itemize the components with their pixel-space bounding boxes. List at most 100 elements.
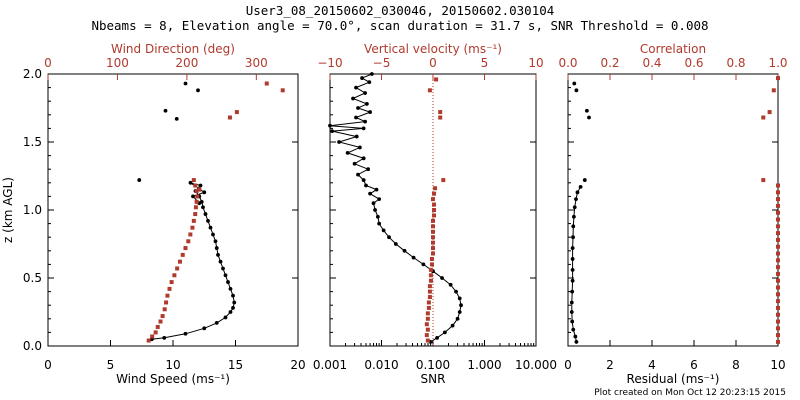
data-point-wind-0-16 xyxy=(214,246,219,250)
data-point-vertical-1-4 xyxy=(425,316,430,321)
data-point-wind-2-21 xyxy=(193,205,198,210)
data-point-residual-2-10 xyxy=(776,271,780,276)
data-point-vertical-0-41 xyxy=(356,106,360,110)
x-tick-label-vertical: 0.100 xyxy=(416,358,450,372)
data-point-vertical-0-43 xyxy=(351,96,355,101)
data-point-residual-2-6 xyxy=(776,299,780,304)
data-point-wind-0-14 xyxy=(218,259,223,264)
data-point-vertical-0-34 xyxy=(354,134,359,139)
data-point-residual-2-1 xyxy=(776,333,780,338)
data-point-wind-2-16 xyxy=(186,239,191,244)
data-point-wind-0-2 xyxy=(183,331,188,336)
data-point-vertical-0-10 xyxy=(440,276,444,280)
data-point-residual-2-4 xyxy=(776,312,780,317)
x-tick-label-wind: 15 xyxy=(228,358,243,372)
data-point-wind-2-31 xyxy=(280,88,285,93)
data-point-vertical-1-26 xyxy=(431,197,435,202)
data-point-residual-2-12 xyxy=(776,258,780,263)
data-point-residual-2-16 xyxy=(776,231,780,236)
data-point-residual-0-10 xyxy=(570,246,575,250)
data-point-vertical-0-22 xyxy=(377,197,382,202)
data-point-wind-1-1 xyxy=(196,88,200,93)
data-point-wind-0-12 xyxy=(223,273,228,278)
data-point-vertical-0-38 xyxy=(363,119,367,124)
data-point-vertical-0-3 xyxy=(450,323,455,328)
data-point-vertical-1-25 xyxy=(432,202,437,207)
x-tick-label-residual: 2 xyxy=(606,358,614,372)
top-x-axis-label-vertical: Vertical velocity (ms⁻¹) xyxy=(364,42,502,56)
data-point-vertical-1-13 xyxy=(428,267,433,272)
data-point-vertical-0-6 xyxy=(459,303,463,308)
data-point-vertical-0-30 xyxy=(361,156,366,161)
data-point-residual-2-3 xyxy=(776,319,780,324)
data-point-wind-2-14 xyxy=(180,252,185,257)
x-tick-label-residual: 8 xyxy=(732,358,740,372)
data-point-wind-2-1 xyxy=(150,334,155,339)
plot-created-note: Plot created on Mon Oct 12 20:23:15 2015 xyxy=(594,388,786,398)
data-point-vertical-1-12 xyxy=(428,273,433,278)
data-point-wind-0-3 xyxy=(202,326,207,331)
data-point-vertical-1-17 xyxy=(431,246,435,251)
data-point-vertical-0-25 xyxy=(364,183,368,188)
data-point-vertical-0-14 xyxy=(402,248,407,253)
data-point-vertical-1-22 xyxy=(431,218,435,223)
x-tick-label-wind: 20 xyxy=(290,358,305,372)
data-point-vertical-1-32 xyxy=(427,88,432,93)
top-x-tick-label-residual: 0.8 xyxy=(726,56,745,70)
data-point-wind-2-4 xyxy=(158,319,163,324)
data-point-wind-1-4 xyxy=(137,178,142,182)
top-x-tick-label-residual: 0.0 xyxy=(558,56,577,70)
y-tick-label: 1.5 xyxy=(23,135,42,149)
x-tick-label-vertical: 0.010 xyxy=(364,358,398,372)
data-point-vertical-1-14 xyxy=(429,262,434,267)
data-point-residual-2-9 xyxy=(776,278,780,283)
data-point-wind-0-29 xyxy=(191,194,195,199)
y-tick-label: 0.0 xyxy=(23,339,42,353)
data-point-residual-0-4 xyxy=(569,310,574,314)
data-point-vertical-0-4 xyxy=(455,316,460,321)
data-point-vertical-1-7 xyxy=(426,300,431,305)
data-point-residual-1-1 xyxy=(587,115,591,120)
data-point-vertical-0-7 xyxy=(457,296,462,301)
data-point-wind-1-2 xyxy=(163,108,168,113)
data-point-wind-2-11 xyxy=(172,273,177,278)
data-point-vertical-0-42 xyxy=(364,102,369,106)
data-point-wind-2-15 xyxy=(183,246,188,251)
plot-frame-wind xyxy=(47,73,299,347)
data-point-residual-0-14 xyxy=(572,205,577,210)
x-tick-label-wind: 0 xyxy=(44,358,52,372)
data-point-wind-2-18 xyxy=(190,225,195,230)
data-point-vertical-0-23 xyxy=(368,191,372,196)
data-point-wind-2-13 xyxy=(177,259,182,264)
data-point-vertical-0-20 xyxy=(373,208,377,212)
data-point-wind-2-23 xyxy=(195,194,200,199)
data-point-vertical-1-6 xyxy=(426,305,431,310)
x-axis-label-residual: Residual (ms⁻¹) xyxy=(627,372,720,386)
data-point-residual-2-23 xyxy=(776,183,780,188)
data-point-wind-0-13 xyxy=(221,266,225,271)
data-point-vertical-0-37 xyxy=(328,123,332,128)
data-point-vertical-0-48 xyxy=(369,72,374,76)
data-point-wind-0-20 xyxy=(206,218,210,223)
data-point-vertical-0-13 xyxy=(411,255,416,260)
data-point-vertical-0-19 xyxy=(375,214,380,219)
x-tick-label-residual: 0 xyxy=(564,358,572,372)
data-point-vertical-0-47 xyxy=(360,76,364,80)
data-point-residual-2-22 xyxy=(776,190,780,195)
data-point-vertical-0-2 xyxy=(442,330,447,335)
top-x-tick-label-residual: 0.4 xyxy=(642,56,661,70)
data-point-wind-1-3 xyxy=(174,116,179,121)
data-point-residual-2-25 xyxy=(767,110,772,115)
data-point-vertical-0-5 xyxy=(457,310,462,314)
data-point-vertical-1-20 xyxy=(431,229,435,234)
plot-frame-residual xyxy=(567,73,779,347)
data-point-residual-0-9 xyxy=(570,257,575,261)
data-point-vertical-1-10 xyxy=(427,284,432,289)
data-point-residual-0-3 xyxy=(570,319,575,324)
data-point-vertical-0-8 xyxy=(454,289,458,294)
data-point-wind-0-28 xyxy=(202,190,207,195)
data-point-wind-0-7 xyxy=(231,306,235,310)
data-point-wind-2-20 xyxy=(193,212,198,217)
data-point-wind-2-6 xyxy=(162,307,167,312)
data-point-vertical-0-21 xyxy=(371,201,376,206)
